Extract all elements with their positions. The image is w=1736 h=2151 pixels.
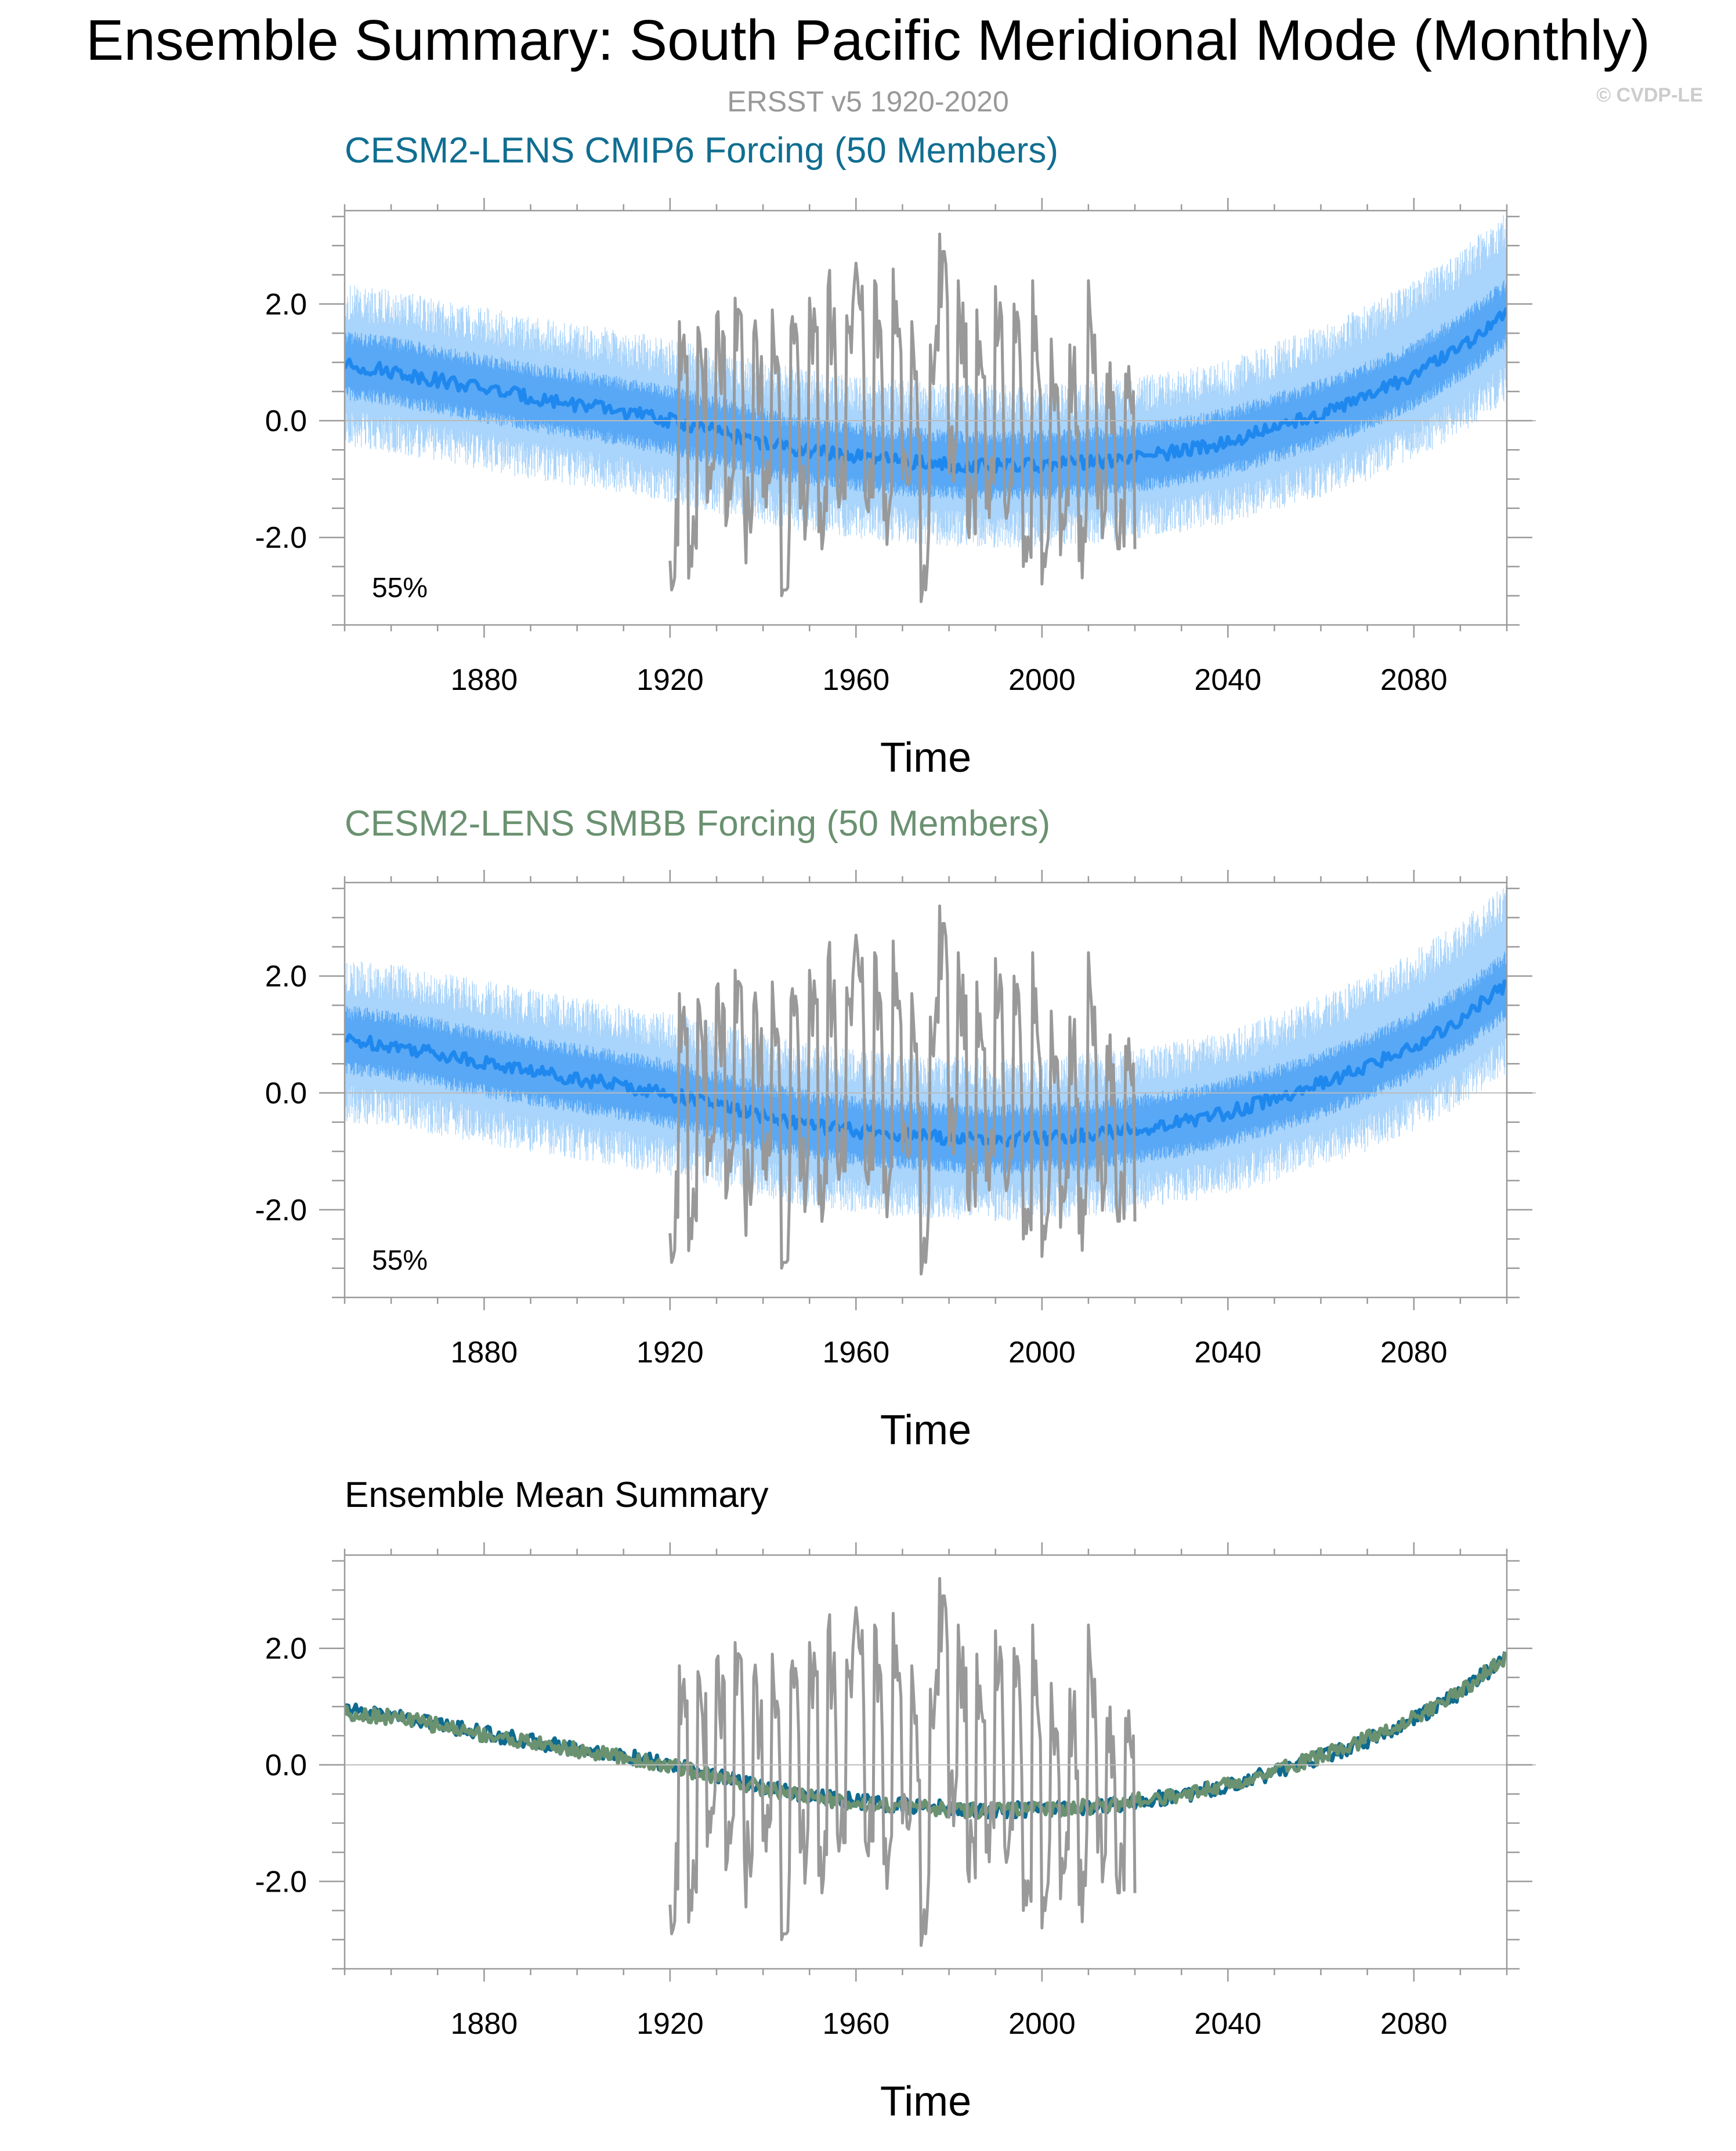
panel-title: CESM2-LENS CMIP6 Forcing (50 Members)	[345, 131, 1058, 171]
panel-title: Ensemble Mean Summary	[345, 1475, 769, 1515]
plot-content	[345, 1577, 1507, 1947]
observations-line	[668, 904, 1137, 1276]
ensemble-mean-line-smbb	[345, 1651, 1507, 1820]
x-tick-label: 1960	[822, 663, 889, 697]
x-tick-label: 2080	[1380, 1336, 1448, 1369]
ensemble-mean-line	[345, 307, 1507, 474]
panel-smbb: CESM2-LENS SMBB Forcing (50 Members) 1880…	[255, 804, 1536, 1454]
figure-title: Ensemble Summary: South Pacific Meridion…	[86, 8, 1650, 72]
x-tick-label: 2040	[1194, 1336, 1261, 1369]
x-tick-label: 2040	[1194, 663, 1261, 697]
plot-frame	[343, 209, 1508, 626]
x-axis-label: Time	[880, 735, 971, 781]
y-tick-label: -2.0	[255, 521, 307, 555]
y-tick-label: 0.0	[265, 404, 307, 438]
y-tick-label: 0.0	[265, 1749, 307, 1783]
y-tick-label: 2.0	[265, 1632, 307, 1666]
plot-content	[345, 886, 1507, 1276]
y-tick-label: 2.0	[265, 288, 307, 321]
y-tick-label: -2.0	[255, 1194, 307, 1227]
figure-subtitle: ERSST v5 1920-2020	[727, 85, 1009, 118]
y-tick-label: 2.0	[265, 960, 307, 993]
plot-content	[345, 215, 1507, 603]
x-tick-label: 2000	[1008, 663, 1076, 697]
panel-ensemble-mean-summary: Ensemble Mean Summary 1880 1920 1960 2000 204…	[255, 1475, 1536, 2125]
axis-ticks	[319, 198, 1532, 638]
observations-line	[668, 1577, 1137, 1947]
x-axis-label: Time	[880, 2078, 971, 2125]
copyright-label: © CVDP-LE	[1596, 84, 1703, 106]
x-tick-label: 1960	[822, 2007, 889, 2041]
x-tick-label: 1920	[636, 663, 704, 697]
y-tick-label: -2.0	[255, 1865, 307, 1899]
ensemble-mean-line	[345, 979, 1507, 1148]
x-tick-label: 2080	[1380, 663, 1448, 697]
x-tick-label: 2000	[1008, 2007, 1076, 2041]
x-tick-label: 2000	[1008, 1336, 1076, 1369]
percent-annotation: 55%	[372, 573, 428, 603]
x-tick-label: 2040	[1194, 2007, 1261, 2041]
y-tick-label: 0.0	[265, 1077, 307, 1111]
x-tick-label: 1880	[451, 663, 518, 697]
plot-frame	[343, 881, 1508, 1299]
axis-ticks	[319, 1542, 1532, 1982]
x-axis-label: Time	[880, 1407, 971, 1454]
x-tick-label: 1960	[822, 1336, 889, 1369]
axis-ticks	[319, 870, 1532, 1310]
x-tick-label: 1920	[636, 1336, 704, 1369]
observations-line	[668, 232, 1137, 603]
panel-cmip6: CESM2-LENS CMIP6 Forcing (50 Members) 188…	[255, 131, 1536, 781]
panel-title: CESM2-LENS SMBB Forcing (50 Members)	[345, 804, 1050, 844]
percent-annotation: 55%	[372, 1245, 428, 1276]
plot-frame	[343, 1554, 1508, 1970]
x-tick-label: 1880	[451, 2007, 518, 2041]
x-tick-label: 1880	[451, 1336, 518, 1369]
x-tick-label: 1920	[636, 2007, 704, 2041]
x-tick-label: 2080	[1380, 2007, 1448, 2041]
